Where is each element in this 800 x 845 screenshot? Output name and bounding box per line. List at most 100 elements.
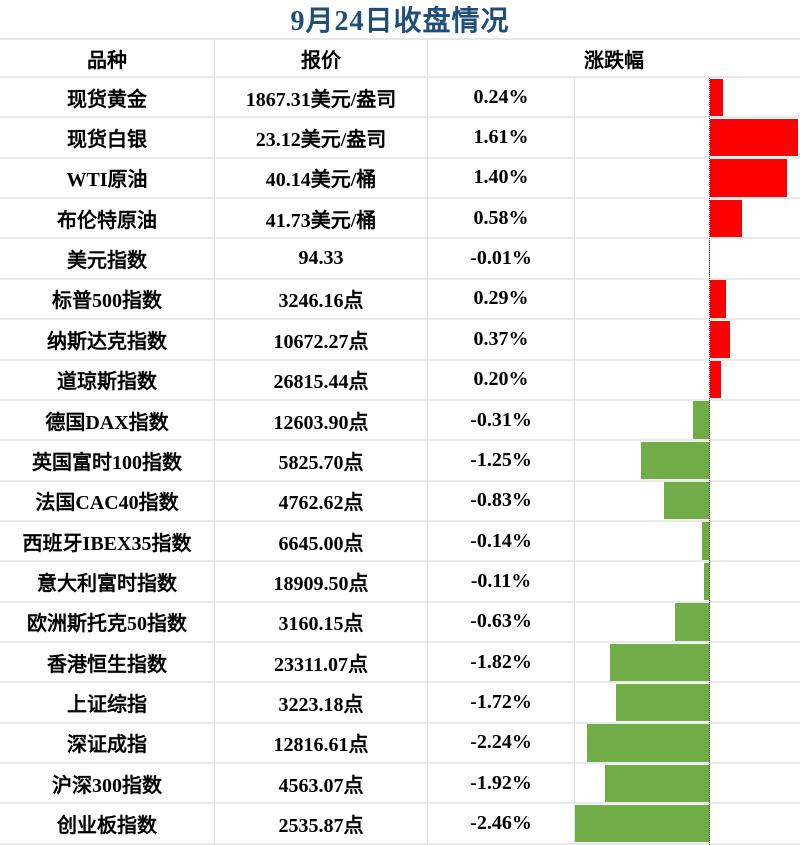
table-row: 意大利富时指数 18909.50点 -0.11% <box>0 562 800 603</box>
change-bar-cell <box>575 118 800 159</box>
instrument-price: 5825.70点 <box>215 441 428 482</box>
instrument-change-pct: -0.11% <box>428 562 575 603</box>
change-bar <box>692 401 710 439</box>
instrument-change-pct: -0.14% <box>428 521 575 563</box>
change-bar <box>710 199 742 237</box>
table-row: 深证成指 12816.61点 -2.24% <box>0 723 800 765</box>
table-row: 欧洲斯托克50指数 3160.15点 -0.63% <box>0 602 800 644</box>
instrument-price: 12603.90点 <box>215 400 428 442</box>
change-bar-cell <box>575 441 800 482</box>
table-row: 美元指数 94.33 -0.01% <box>0 239 800 280</box>
table-row: 沪深300指数 4563.07点 -1.92% <box>0 764 800 805</box>
instrument-change-pct: -2.46% <box>428 804 575 845</box>
change-bar-cell <box>575 643 800 684</box>
table-row: 现货白银 23.12美元/盎司 1.61% <box>0 118 800 159</box>
instrument-price: 23311.07点 <box>215 643 428 684</box>
instrument-name: 上证综指 <box>0 683 215 724</box>
instrument-name: 欧洲斯托克50指数 <box>0 602 215 644</box>
instrument-name: 意大利富时指数 <box>0 562 215 603</box>
instrument-price: 41.73美元/桶 <box>215 199 428 240</box>
change-bar-cell <box>575 764 800 805</box>
change-bar <box>710 320 731 359</box>
table-row: WTI原油 40.14美元/桶 1.40% <box>0 158 800 200</box>
instrument-price: 4563.07点 <box>215 764 428 805</box>
instrument-name: 德国DAX指数 <box>0 400 215 442</box>
table-row: 标普500指数 3246.16点 0.29% <box>0 279 800 321</box>
instrument-name: WTI原油 <box>0 158 215 200</box>
instrument-price: 4762.62点 <box>215 481 428 522</box>
instrument-change-pct: 0.37% <box>428 320 575 361</box>
change-bar-cell <box>575 159 800 200</box>
instrument-price: 10672.27点 <box>215 320 428 361</box>
change-bar-cell <box>575 522 800 563</box>
instrument-name: 深证成指 <box>0 723 215 765</box>
instrument-name: 标普500指数 <box>0 279 215 321</box>
change-bar <box>610 643 710 681</box>
page-title: 9月24日收盘情况 <box>0 0 800 40</box>
instrument-change-pct: 1.61% <box>428 118 575 159</box>
table-row: 香港恒生指数 23311.07点 -1.82% <box>0 643 800 684</box>
table-row: 英国富时100指数 5825.70点 -1.25% <box>0 441 800 482</box>
change-bar <box>575 804 710 843</box>
instrument-name: 创业板指数 <box>0 804 215 845</box>
instrument-change-pct: -1.82% <box>428 643 575 684</box>
instrument-name: 美元指数 <box>0 239 215 280</box>
change-bar-cell <box>575 562 800 603</box>
table-row: 德国DAX指数 12603.90点 -0.31% <box>0 400 800 442</box>
instrument-change-pct: 0.24% <box>428 78 575 119</box>
change-bar-cell <box>575 683 800 724</box>
change-bar <box>710 78 724 116</box>
table-row: 法国CAC40指数 4762.62点 -0.83% <box>0 481 800 522</box>
instrument-price: 3160.15点 <box>215 602 428 644</box>
instrument-change-pct: -1.25% <box>428 441 575 482</box>
instrument-change-pct: -1.72% <box>428 683 575 724</box>
change-bar <box>703 562 710 601</box>
instrument-change-pct: 0.58% <box>428 199 575 240</box>
change-bar-cell <box>575 603 800 644</box>
change-bar-cell <box>575 199 800 240</box>
instrument-change-pct: 0.20% <box>428 360 575 401</box>
instrument-name: 法国CAC40指数 <box>0 481 215 522</box>
instrument-name: 现货黄金 <box>0 78 215 119</box>
change-bar-cell <box>575 482 800 522</box>
instrument-name: 布伦特原油 <box>0 199 215 240</box>
instrument-name: 现货白银 <box>0 118 215 159</box>
table-row: 布伦特原油 41.73美元/桶 0.58% <box>0 199 800 240</box>
change-bar-cell <box>575 724 800 765</box>
table-row: 创业板指数 2535.87点 -2.46% <box>0 804 800 845</box>
change-bar <box>710 118 799 157</box>
instrument-price: 94.33 <box>215 239 428 280</box>
change-bar <box>615 683 710 722</box>
instrument-name: 英国富时100指数 <box>0 441 215 482</box>
header-instrument: 品种 <box>0 40 215 76</box>
instrument-price: 3223.18点 <box>215 683 428 724</box>
instrument-change-pct: 0.29% <box>428 279 575 321</box>
instrument-change-pct: 1.40% <box>428 158 575 200</box>
change-bar-cell <box>575 361 800 401</box>
header-price: 报价 <box>215 40 428 76</box>
instrument-name: 沪深300指数 <box>0 764 215 805</box>
instrument-price: 23.12美元/盎司 <box>215 118 428 159</box>
table-header-row: 品种 报价 涨跌幅 <box>0 40 800 78</box>
table-row: 西班牙IBEX35指数 6645.00点 -0.14% <box>0 521 800 563</box>
change-bar <box>675 603 710 641</box>
table-row: 纳斯达克指数 10672.27点 0.37% <box>0 320 800 361</box>
instrument-change-pct: -2.24% <box>428 723 575 765</box>
instrument-price: 6645.00点 <box>215 521 428 563</box>
instrument-name: 西班牙IBEX35指数 <box>0 521 215 563</box>
instrument-change-pct: -0.83% <box>428 481 575 522</box>
change-bar <box>710 361 721 399</box>
table-row: 现货黄金 1867.31美元/盎司 0.24% <box>0 78 800 119</box>
change-bar <box>664 482 710 520</box>
instrument-change-pct: -0.01% <box>428 239 575 280</box>
instrument-price: 18909.50点 <box>215 562 428 603</box>
change-bar <box>641 441 710 480</box>
change-bar-cell <box>575 239 800 280</box>
header-change: 涨跌幅 <box>584 49 644 72</box>
instrument-name: 纳斯达克指数 <box>0 320 215 361</box>
change-bar <box>710 280 726 318</box>
instrument-price: 40.14美元/桶 <box>215 158 428 200</box>
instrument-price: 2535.87点 <box>215 804 428 845</box>
change-bar-cell <box>575 401 800 442</box>
